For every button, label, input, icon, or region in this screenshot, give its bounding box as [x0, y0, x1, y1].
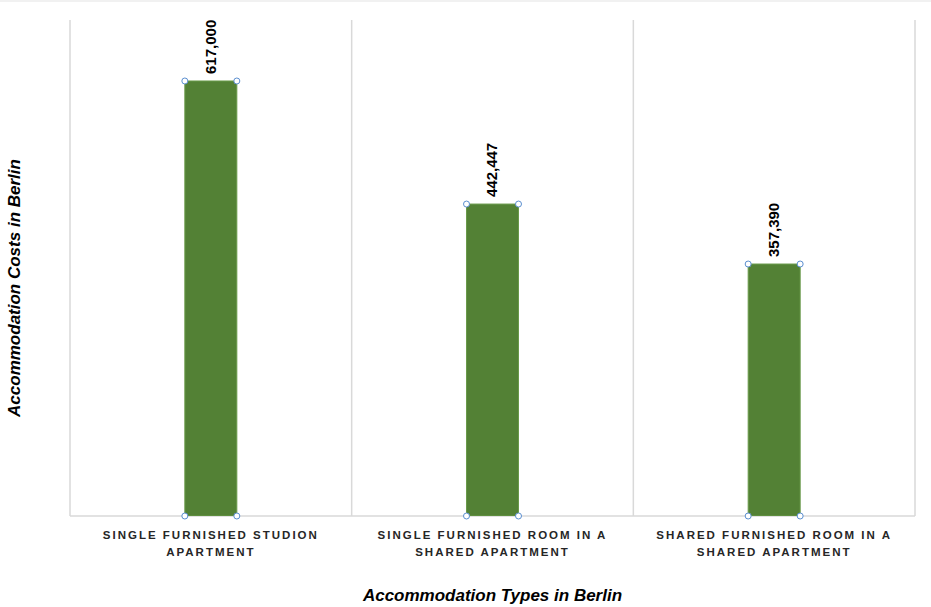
x-tick-label-line: APARTMENT [166, 546, 255, 558]
data-label: 442,447 [484, 143, 501, 197]
selection-handle [797, 261, 803, 267]
x-tick-label-line: SHARED APARTMENT [697, 546, 852, 558]
bars [185, 81, 800, 516]
page-border [0, 1, 931, 2]
x-tick-label: SHARED FURNISHED ROOM IN A SHARED APARTME… [656, 529, 892, 558]
grid-line [914, 20, 916, 516]
chart-svg: 617,000 442,447 357,390 SINGLE FURNISHED ST… [0, 0, 931, 607]
grid-line [633, 20, 635, 516]
x-tick-label-line: SINGLE FURNISHED ROOM IN A [378, 529, 608, 541]
chart-container: 617,000 442,447 357,390 SINGLE FURNISHED ST… [0, 0, 931, 607]
selection-handle [745, 261, 751, 267]
selection-handle [234, 78, 240, 84]
x-axis-title: Accommodation Types in Berlin [362, 586, 622, 605]
selection-handle [745, 513, 751, 519]
grid-line [351, 20, 353, 516]
x-tick-label: SINGLE FURNISHED STUDION APARTMENT [103, 529, 319, 558]
x-tick-label-line: SINGLE FURNISHED STUDION [103, 529, 319, 541]
bar [748, 264, 800, 516]
selection-handle [797, 513, 803, 519]
y-axis-title: Accommodation Costs in Berlin [5, 159, 24, 418]
selection-handle [234, 513, 240, 519]
grid-line [69, 20, 71, 516]
x-tick-label-line: SHARED APARTMENT [415, 546, 570, 558]
x-tick-label-line: SHARED FURNISHED ROOM IN A [656, 529, 892, 541]
selection-handle [516, 201, 522, 207]
selection-handle [182, 78, 188, 84]
bar [467, 204, 519, 516]
selection-handles [182, 78, 803, 519]
bar [185, 81, 237, 516]
selection-handle [464, 201, 470, 207]
data-label: 617,000 [202, 20, 219, 74]
x-tick-label: SINGLE FURNISHED ROOM IN A SHARED APARTME… [378, 529, 608, 558]
selection-handle [516, 513, 522, 519]
selection-handle [464, 513, 470, 519]
data-label: 357,390 [765, 203, 782, 257]
selection-handle [182, 513, 188, 519]
